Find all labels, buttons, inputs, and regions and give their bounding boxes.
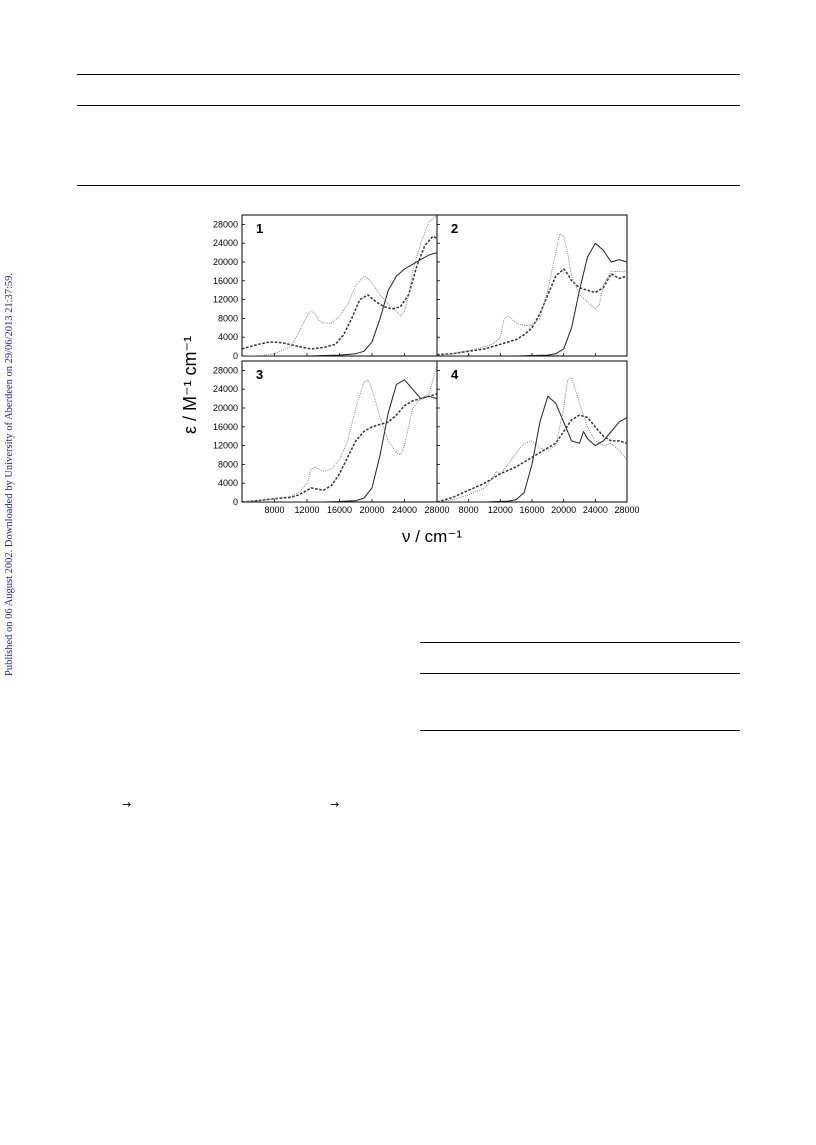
y-tick-label: 24000 — [213, 384, 238, 394]
series-line-dotted — [437, 233, 627, 356]
series-line-dashed — [242, 393, 437, 502]
x-tick-label: 20000 — [551, 505, 576, 515]
x-tick-label: 16000 — [519, 505, 544, 515]
series-line-solid — [437, 395, 627, 502]
y-tick-label: 12000 — [213, 441, 238, 451]
panel-frame — [436, 214, 628, 357]
table-rule-2 — [420, 673, 740, 674]
panels: 1 0 4000 8000 12000 16000 20000 24000 28000 2 3 0 40… — [213, 214, 640, 515]
y-tick-label: 20000 — [213, 403, 238, 413]
table-rule-3 — [420, 730, 740, 731]
y-tick-label: 0 — [233, 351, 238, 361]
x-tick-label: 8000 — [459, 505, 479, 515]
x-tick-label: 24000 — [583, 505, 608, 515]
panel-label: 4 — [451, 367, 459, 382]
series-line-solid — [242, 379, 437, 502]
top-rule-3 — [77, 185, 740, 186]
download-watermark: Published on 06 August 2002. Downloaded … — [4, 273, 24, 1096]
y-axis-label: ε / M⁻¹ cm⁻¹ — [180, 336, 200, 434]
panel-label: 3 — [256, 367, 263, 382]
panel-label: 2 — [451, 221, 458, 236]
arrow-symbol: → — [330, 798, 340, 811]
y-tick-label: 8000 — [218, 313, 238, 323]
y-tick-label: 16000 — [213, 422, 238, 432]
panel-frame — [241, 214, 438, 357]
y-tick-label: 28000 — [213, 219, 238, 229]
arrow-symbol: → — [122, 798, 132, 811]
x-tick-label: 20000 — [359, 505, 384, 515]
x-tick-label: 12000 — [294, 505, 319, 515]
series-line-dotted — [242, 215, 437, 356]
table-rule-1 — [420, 642, 740, 643]
x-tick-label: 28000 — [614, 505, 639, 515]
top-rule-2 — [77, 105, 740, 106]
x-tick-label: 12000 — [488, 505, 513, 515]
panel-label: 1 — [256, 221, 263, 236]
series-line-dotted — [437, 376, 627, 502]
panel-frame — [241, 360, 438, 503]
x-tick-label: 8000 — [264, 505, 284, 515]
panel-frame — [436, 360, 628, 503]
top-rule-1 — [77, 74, 740, 75]
series-line-solid — [437, 242, 627, 356]
y-tick-label: 28000 — [213, 365, 238, 375]
y-tick-label: 12000 — [213, 295, 238, 305]
y-tick-label: 24000 — [213, 238, 238, 248]
panel-1: 1 0 4000 8000 12000 16000 20000 24000 28000 — [213, 214, 438, 361]
x-tick-label: 16000 — [327, 505, 352, 515]
download-watermark-text: Published on 06 August 2002. Downloaded … — [4, 272, 15, 676]
y-tick-label: 0 — [233, 497, 238, 507]
panel-3: 3 0 4000 8000 12000 16000 20000 24000 28000 8000 1… — [213, 360, 450, 515]
x-tick-label: 28000 — [424, 505, 449, 515]
panel-2: 2 — [436, 214, 628, 357]
y-tick-label: 4000 — [218, 478, 238, 488]
absorption-spectra-figure: ε / M⁻¹ cm⁻¹ ν / cm⁻¹ 1 0 4000 8000 12000 160… — [180, 214, 640, 546]
x-axis-label: ν / cm⁻¹ — [402, 527, 462, 546]
series-line-dashed — [437, 268, 627, 356]
y-tick-label: 8000 — [218, 459, 238, 469]
series-line-dashed — [437, 414, 627, 502]
x-tick-label: 24000 — [392, 505, 417, 515]
panel-4: 4 8000 12000 16000 20000 24000 28000 — [436, 360, 640, 515]
series-line-dashed — [242, 235, 437, 350]
y-tick-label: 4000 — [218, 332, 238, 342]
y-tick-label: 16000 — [213, 276, 238, 286]
series-line-solid — [242, 252, 437, 356]
series-line-dotted — [242, 365, 437, 502]
y-tick-label: 20000 — [213, 257, 238, 267]
